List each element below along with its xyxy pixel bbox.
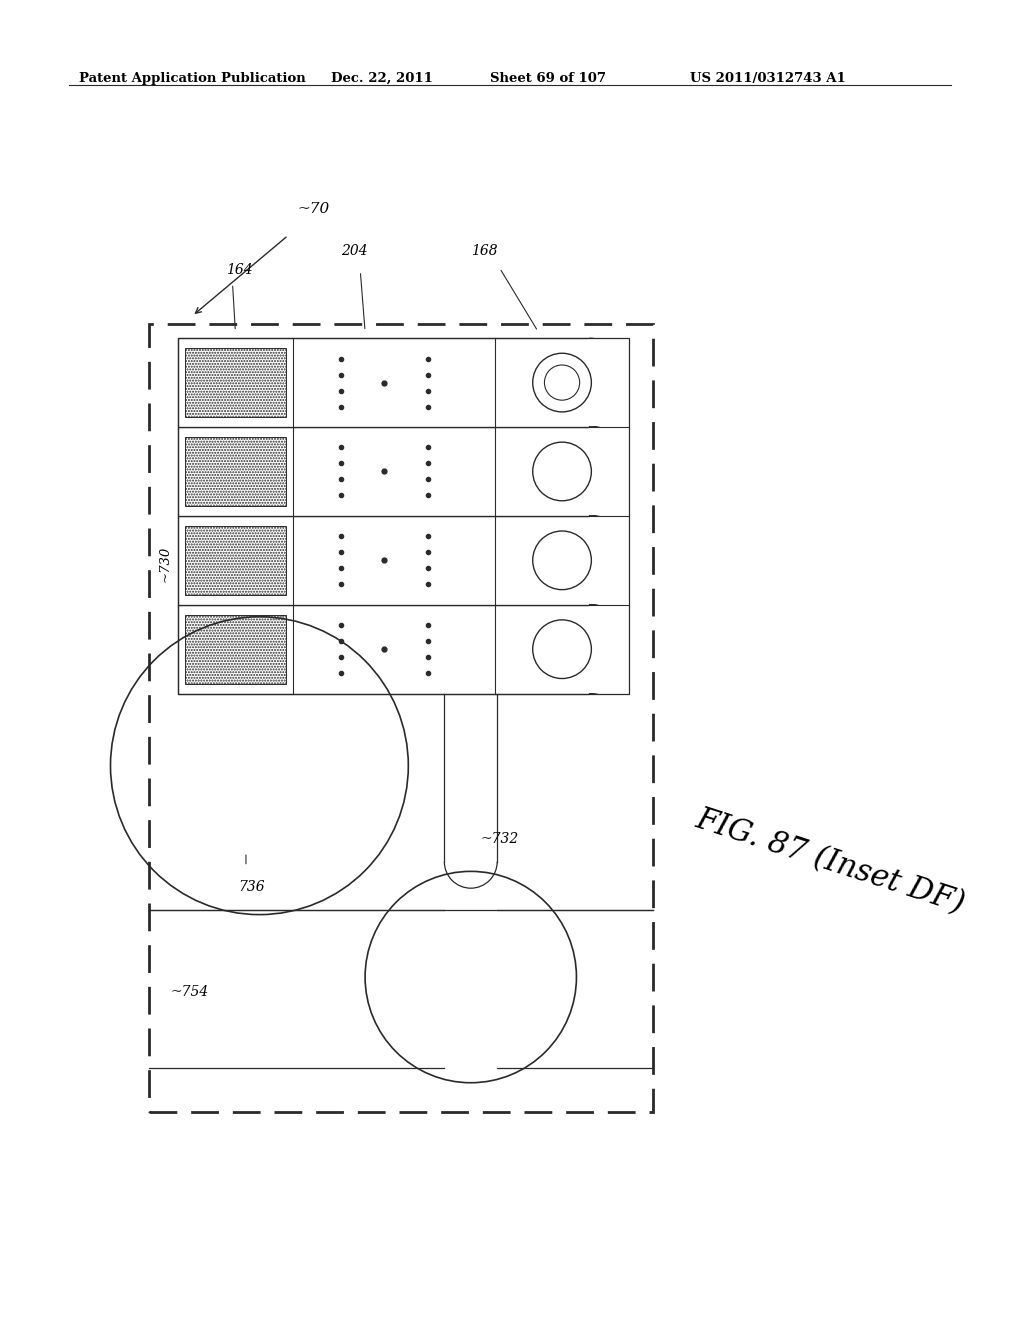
Text: Patent Application Publication: Patent Application Publication	[79, 73, 305, 84]
Bar	[178, 516, 589, 605]
Bar	[185, 437, 287, 506]
Text: 204: 204	[341, 244, 368, 257]
Text: US 2011/0312743 A1: US 2011/0312743 A1	[690, 73, 846, 84]
Bar	[589, 606, 630, 693]
Bar	[589, 428, 630, 515]
Text: Sheet 69 of 107: Sheet 69 of 107	[490, 73, 606, 84]
Bar	[185, 615, 287, 684]
Text: Dec. 22, 2011: Dec. 22, 2011	[332, 73, 433, 84]
Bar	[589, 517, 630, 603]
Bar	[178, 338, 589, 426]
Text: 736: 736	[239, 879, 265, 894]
Text: ~70: ~70	[298, 202, 330, 216]
Bar	[589, 339, 630, 426]
Text: 168: 168	[471, 244, 498, 257]
Text: ~754: ~754	[171, 985, 209, 999]
Bar	[178, 426, 589, 516]
Bar	[178, 605, 589, 693]
Text: ~730: ~730	[159, 545, 172, 582]
Text: FIG. 87 (Inset DF): FIG. 87 (Inset DF)	[692, 804, 969, 920]
Bar	[148, 323, 653, 1111]
Bar	[185, 525, 287, 595]
Bar	[178, 338, 630, 693]
Bar	[185, 348, 287, 417]
Text: 164: 164	[225, 263, 252, 277]
Text: ~732: ~732	[480, 832, 518, 846]
